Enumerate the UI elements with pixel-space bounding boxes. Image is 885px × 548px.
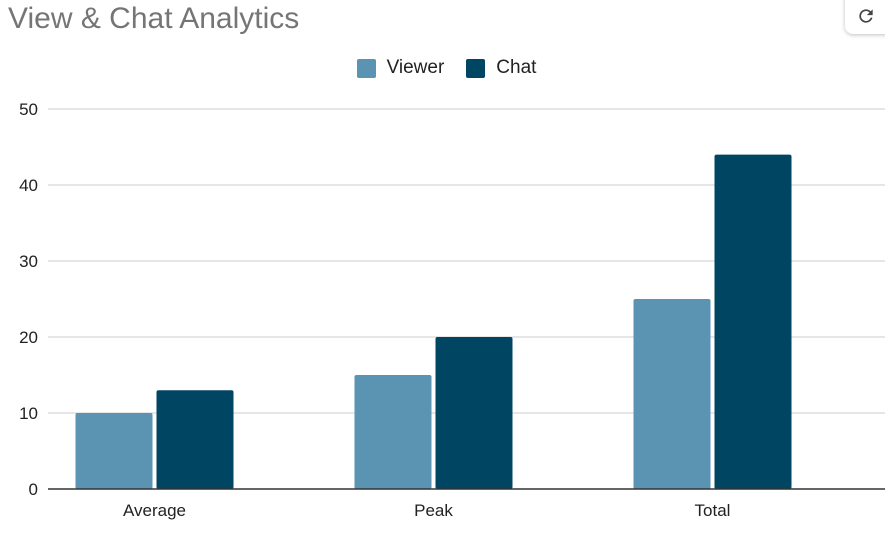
legend-item-viewer[interactable]: Viewer <box>356 57 445 79</box>
y-tick-label-50: 50 <box>19 100 38 119</box>
x-tick-label-average: Average <box>123 501 186 520</box>
x-tick-label-peak: Peak <box>414 501 453 520</box>
y-tick-label-10: 10 <box>19 404 38 423</box>
refresh-icon <box>856 0 885 31</box>
bar-chat-peak[interactable] <box>435 337 513 489</box>
legend-item-chat[interactable]: Chat <box>466 57 536 79</box>
refresh-button[interactable] <box>845 0 885 34</box>
bar-viewer-peak[interactable] <box>354 375 432 489</box>
bar-viewer-total[interactable] <box>633 299 711 489</box>
bar-chat-average[interactable] <box>156 390 234 489</box>
legend-label-chat: Chat <box>496 57 537 78</box>
y-tick-label-20: 20 <box>19 328 38 347</box>
legend-swatch-viewer <box>356 58 376 78</box>
bar-viewer-average[interactable] <box>75 413 153 489</box>
legend-swatch-chat <box>466 58 486 78</box>
chart-title: View & Chat Analytics <box>8 2 300 35</box>
legend-label-viewer: Viewer <box>386 57 445 78</box>
y-tick-label-0: 0 <box>29 480 38 499</box>
y-tick-label-30: 30 <box>19 252 38 271</box>
y-tick-label-40: 40 <box>19 176 38 195</box>
bar-chat-total[interactable] <box>714 154 792 489</box>
chart-legend: Viewer Chat <box>0 56 885 80</box>
x-tick-label-total: Total <box>695 501 731 520</box>
